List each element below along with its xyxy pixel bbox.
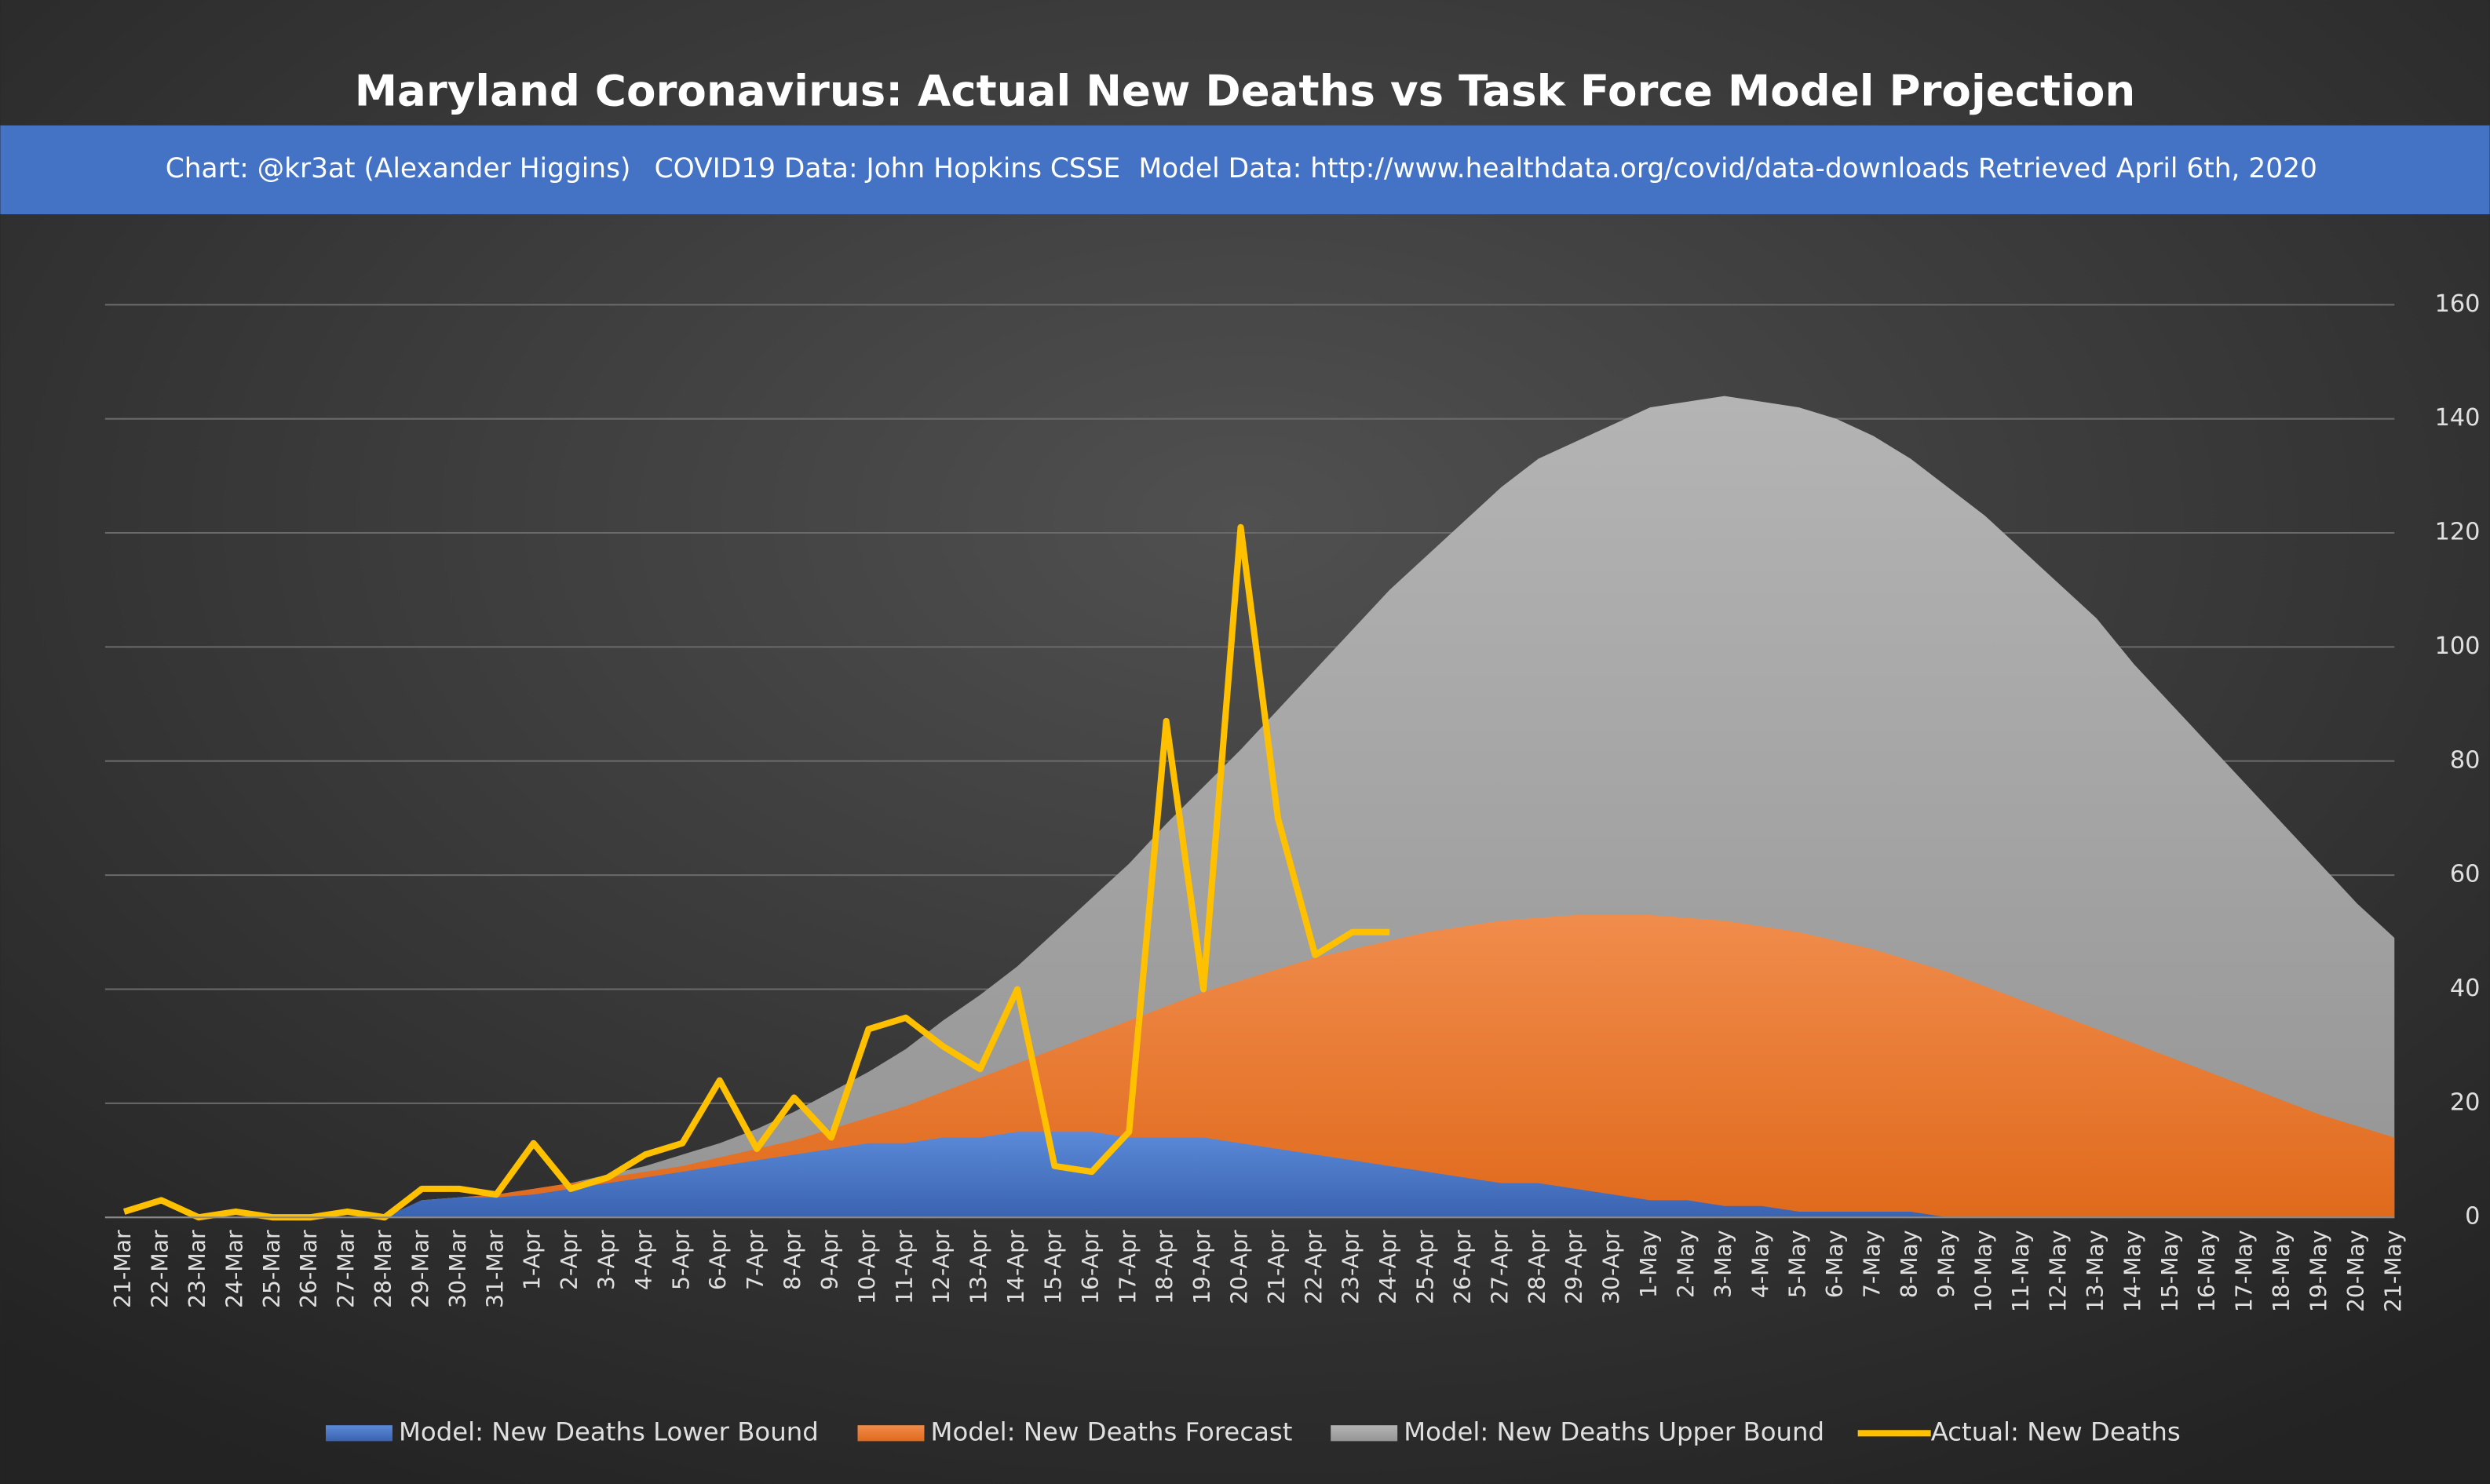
area bbox=[124, 1132, 2395, 1218]
x-tick-label: 18-May bbox=[2269, 1230, 2295, 1312]
x-tick-label: 10-May bbox=[1971, 1230, 1997, 1312]
x-tick-label: 6-Apr bbox=[706, 1230, 732, 1290]
x-tick-label: 30-Mar bbox=[445, 1230, 471, 1308]
x-tick-label: 10-Apr bbox=[854, 1230, 880, 1304]
x-tick-label: 19-May bbox=[2306, 1230, 2331, 1312]
x-tick-label: 9-May bbox=[1933, 1230, 1959, 1298]
x-tick-label: 22-Apr bbox=[1301, 1230, 1327, 1304]
y-tick-label: 40 bbox=[2450, 975, 2481, 1002]
legend-label: Model: New Deaths Upper Bound bbox=[1404, 1417, 1824, 1446]
x-tick-label: 16-Apr bbox=[1078, 1230, 1104, 1304]
x-tick-label: 21-Apr bbox=[1264, 1230, 1290, 1304]
x-tick-label: 24-Mar bbox=[221, 1230, 247, 1308]
y-tick-label: 100 bbox=[2435, 633, 2481, 660]
x-tick-label: 5-Apr bbox=[668, 1230, 694, 1290]
chart-title: Maryland Coronavirus: Actual New Deaths … bbox=[355, 65, 2136, 115]
x-tick-label: 13-May bbox=[2083, 1230, 2108, 1312]
x-tick-label: 26-Apr bbox=[1450, 1230, 1476, 1304]
x-tick-label: 23-Mar bbox=[184, 1230, 210, 1308]
x-tick-label: 21-May bbox=[2380, 1230, 2406, 1312]
x-tick-label: 6-May bbox=[1822, 1230, 1848, 1298]
y-tick-label: 140 bbox=[2435, 404, 2481, 432]
x-tick-label: 2-May bbox=[1673, 1230, 1699, 1298]
x-tick-label: 20-May bbox=[2343, 1230, 2369, 1312]
subtitle: Chart: @kr3at (Alexander Higgins) bbox=[166, 153, 631, 184]
x-tick-label: 11-May bbox=[2008, 1230, 2034, 1312]
legend-swatch bbox=[325, 1425, 392, 1442]
x-tick-label: 4-Apr bbox=[631, 1230, 657, 1290]
x-tick-label: 3-May bbox=[1711, 1230, 1736, 1298]
x-tick-label: 21-Mar bbox=[110, 1230, 136, 1308]
legend-swatch bbox=[1331, 1425, 1398, 1442]
x-tick-label: 12-May bbox=[2046, 1230, 2072, 1312]
x-tick-label: 24-Apr bbox=[1375, 1230, 1401, 1304]
x-tick-label: 1-May bbox=[1636, 1230, 1662, 1298]
x-tick-label: 20-Apr bbox=[1226, 1230, 1252, 1304]
x-tick-label: 31-Mar bbox=[482, 1230, 508, 1308]
y-tick-label: 60 bbox=[2450, 861, 2481, 888]
legend-label: Model: New Deaths Lower Bound bbox=[399, 1417, 819, 1446]
legend-label: Actual: New Deaths bbox=[1931, 1417, 2181, 1446]
x-tick-label: 28-Apr bbox=[1524, 1230, 1550, 1304]
x-tick-label: 14-Apr bbox=[1003, 1230, 1029, 1304]
x-tick-label: 2-Apr bbox=[557, 1230, 582, 1290]
x-tick-label: 4-May bbox=[1747, 1230, 1773, 1298]
x-tick-label: 28-Mar bbox=[371, 1230, 396, 1308]
x-tick-label: 7-May bbox=[1859, 1230, 1885, 1298]
subtitle-banner bbox=[0, 125, 2490, 215]
x-tick-label: 9-Apr bbox=[817, 1230, 843, 1290]
x-tick-label: 25-Mar bbox=[259, 1230, 285, 1308]
x-tick-label: 15-Apr bbox=[1040, 1230, 1066, 1304]
x-tick-label: 3-Apr bbox=[593, 1230, 619, 1290]
x-tick-label: 5-May bbox=[1785, 1230, 1811, 1298]
x-tick-label: 23-Apr bbox=[1338, 1230, 1364, 1304]
y-tick-label: 120 bbox=[2435, 519, 2481, 546]
subtitle: COVID19 Data: John Hopkins CSSE bbox=[655, 153, 1121, 184]
area bbox=[124, 915, 2395, 1218]
x-tick-label: 7-Apr bbox=[743, 1230, 769, 1290]
x-tick-label: 19-Apr bbox=[1189, 1230, 1215, 1304]
y-tick-label: 160 bbox=[2435, 290, 2481, 318]
x-tick-label: 12-Apr bbox=[929, 1230, 955, 1304]
x-tick-label: 13-Apr bbox=[966, 1230, 992, 1304]
x-tick-label: 11-Apr bbox=[892, 1230, 918, 1304]
x-tick-label: 17-Apr bbox=[1115, 1230, 1141, 1304]
x-tick-label: 1-Apr bbox=[520, 1230, 546, 1290]
legend-swatch bbox=[857, 1425, 925, 1442]
x-tick-label: 30-Apr bbox=[1599, 1230, 1625, 1304]
y-tick-label: 80 bbox=[2450, 746, 2481, 774]
x-tick-label: 27-Apr bbox=[1487, 1230, 1513, 1304]
y-tick-label: 20 bbox=[2450, 1088, 2481, 1116]
subtitle: Model Data: http://www.healthdata.org/co… bbox=[1138, 153, 2317, 184]
legend-label: Model: New Deaths Forecast bbox=[931, 1417, 1293, 1446]
x-tick-label: 17-May bbox=[2232, 1230, 2258, 1312]
x-tick-label: 29-Apr bbox=[1561, 1230, 1587, 1304]
x-tick-label: 18-Apr bbox=[1152, 1230, 1178, 1304]
x-tick-label: 27-Mar bbox=[334, 1230, 360, 1308]
line bbox=[122, 523, 1390, 1221]
x-tick-label: 29-Mar bbox=[407, 1230, 433, 1308]
x-tick-label: 22-Mar bbox=[148, 1230, 173, 1308]
x-tick-label: 16-May bbox=[2194, 1230, 2220, 1312]
x-tick-label: 15-May bbox=[2157, 1230, 2183, 1312]
x-tick-label: 14-May bbox=[2119, 1230, 2145, 1312]
x-tick-label: 26-Mar bbox=[296, 1230, 322, 1308]
x-tick-label: 8-May bbox=[1897, 1230, 1922, 1298]
x-tick-label: 8-Apr bbox=[780, 1230, 806, 1290]
y-tick-label: 0 bbox=[2465, 1203, 2480, 1231]
x-tick-label: 25-Apr bbox=[1413, 1230, 1439, 1304]
